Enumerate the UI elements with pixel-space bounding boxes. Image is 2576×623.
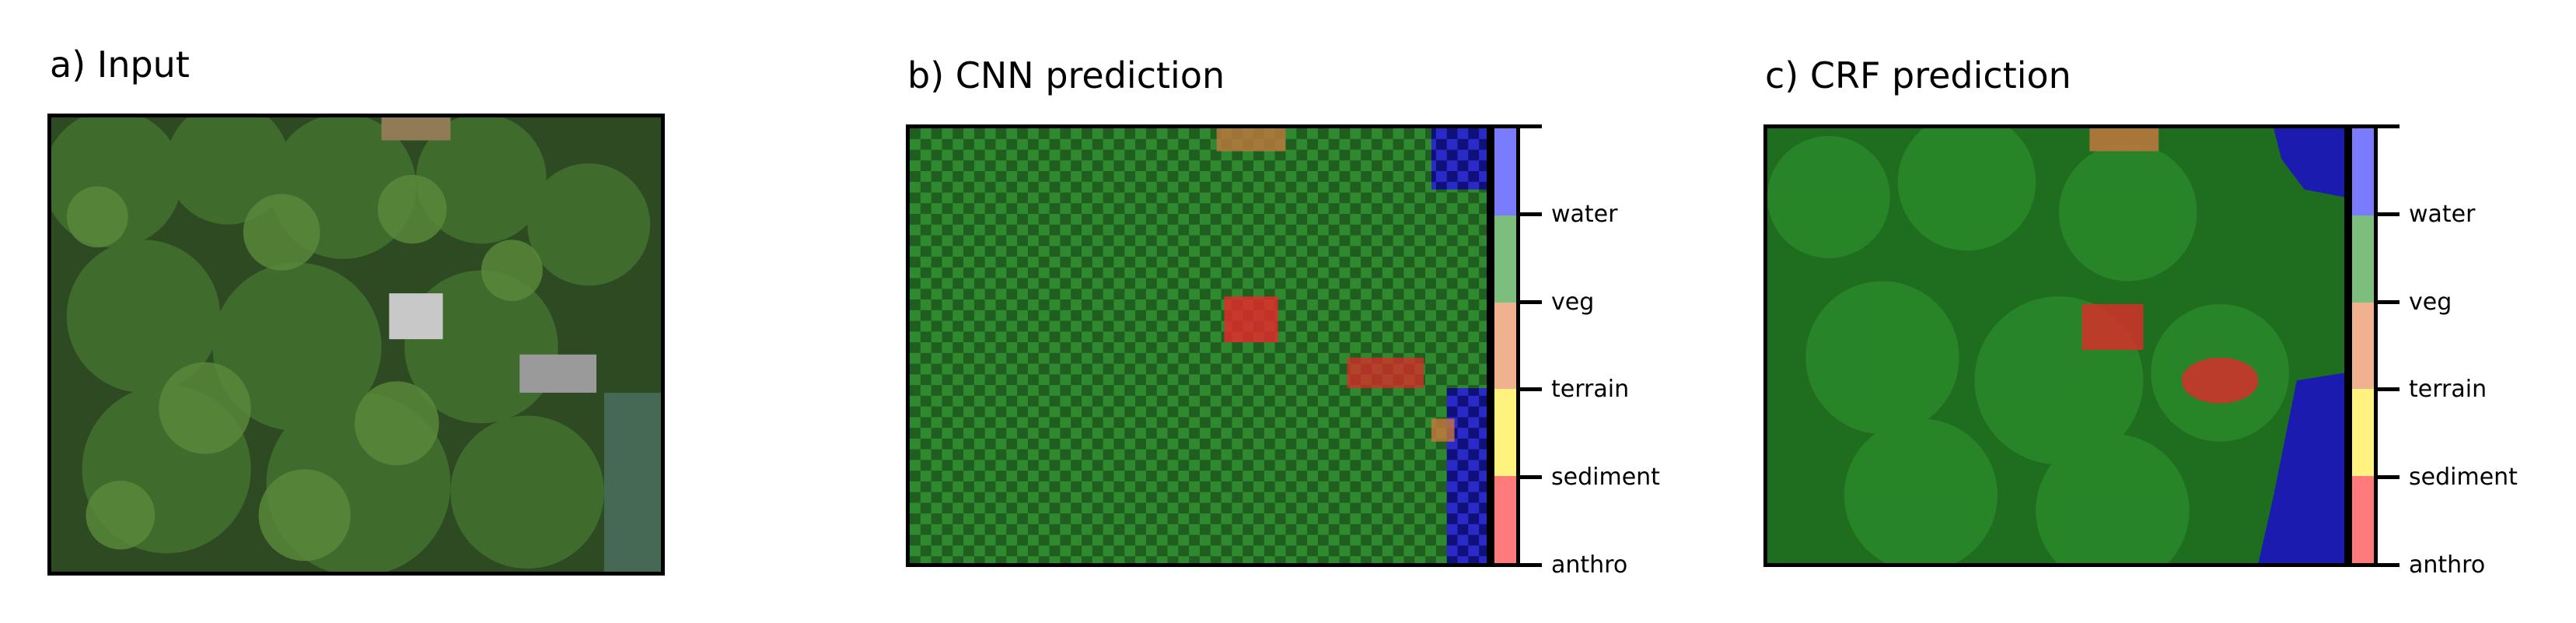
anthro-region: [1224, 296, 1278, 343]
crf-colorbar-swatch-anthro: [2352, 476, 2374, 563]
cnn-prediction-image: [906, 124, 1491, 567]
house-roof-2: [519, 354, 597, 393]
cnn-colorbar-label-water: water: [1551, 200, 1618, 228]
crf-colorbar: [2348, 124, 2378, 567]
panel-b-title: b) CNN prediction: [907, 54, 1225, 96]
crf-colorbar-tick-water: [2376, 212, 2399, 216]
cnn-colorbar-tick-water: [1519, 212, 1542, 216]
terrain-region: [1216, 128, 1286, 152]
crf-colorbar-swatch-veg: [2352, 215, 2374, 303]
terrain-patch: [1431, 418, 1455, 442]
panel-a-title: a) Input: [50, 44, 190, 86]
cnn-colorbar-tick-anthro: [1519, 563, 1542, 567]
water-edge: [603, 392, 661, 572]
crf-colorbar-tick-top: [2376, 124, 2399, 128]
cnn-colorbar-label-sediment: sediment: [1551, 464, 1660, 492]
cnn-colorbar-swatch-anthro: [1494, 476, 1516, 563]
anthro-region-2: [2181, 357, 2259, 404]
cnn-colorbar-tick-veg: [1519, 299, 1542, 304]
cnn-colorbar-swatch-veg: [1494, 215, 1516, 303]
water-region-bottom: [2258, 373, 2344, 563]
water-region-bottom: [1446, 388, 1487, 563]
crf-prediction-image: [1763, 124, 2348, 567]
cnn-colorbar-tick-top: [1519, 124, 1542, 128]
dirt-patch: [381, 117, 451, 141]
cnn-colorbar-label-veg: veg: [1551, 288, 1595, 316]
terrain-region: [2089, 128, 2159, 152]
crf-colorbar-label-water: water: [2409, 200, 2476, 228]
crf-colorbar-label-veg: veg: [2409, 288, 2452, 316]
crf-colorbar-tick-sediment: [2376, 475, 2399, 480]
cnn-colorbar-swatch-water: [1494, 128, 1516, 215]
panel-c-title: c) CRF prediction: [1765, 54, 2071, 96]
crf-colorbar-swatch-terrain: [2352, 302, 2374, 390]
anthro-region: [2081, 303, 2144, 350]
cnn-colorbar-swatch-terrain: [1494, 302, 1516, 390]
cnn-colorbar-label-anthro: anthro: [1551, 551, 1628, 579]
crf-colorbar-tick-terrain: [2376, 387, 2399, 392]
house-roof: [389, 293, 443, 340]
crf-colorbar-tick-veg: [2376, 299, 2399, 304]
water-region-top: [1431, 128, 1487, 190]
cnn-colorbar: [1491, 124, 1520, 567]
crf-colorbar-label-anthro: anthro: [2409, 551, 2486, 579]
cnn-colorbar-tick-sediment: [1519, 475, 1542, 480]
crf-colorbar-tick-anthro: [2376, 563, 2399, 567]
cnn-colorbar-tick-terrain: [1519, 387, 1542, 392]
crf-colorbar-swatch-sediment: [2352, 389, 2374, 477]
anthro-region-2: [1347, 357, 1424, 389]
water-region-top: [2274, 128, 2344, 198]
crf-colorbar-label-sediment: sediment: [2409, 464, 2518, 492]
crf-colorbar-swatch-water: [2352, 128, 2374, 215]
cnn-colorbar-swatch-sediment: [1494, 389, 1516, 477]
input-image: [47, 114, 665, 576]
crf-colorbar-label-terrain: terrain: [2409, 376, 2487, 404]
cnn-colorbar-label-terrain: terrain: [1551, 376, 1630, 404]
